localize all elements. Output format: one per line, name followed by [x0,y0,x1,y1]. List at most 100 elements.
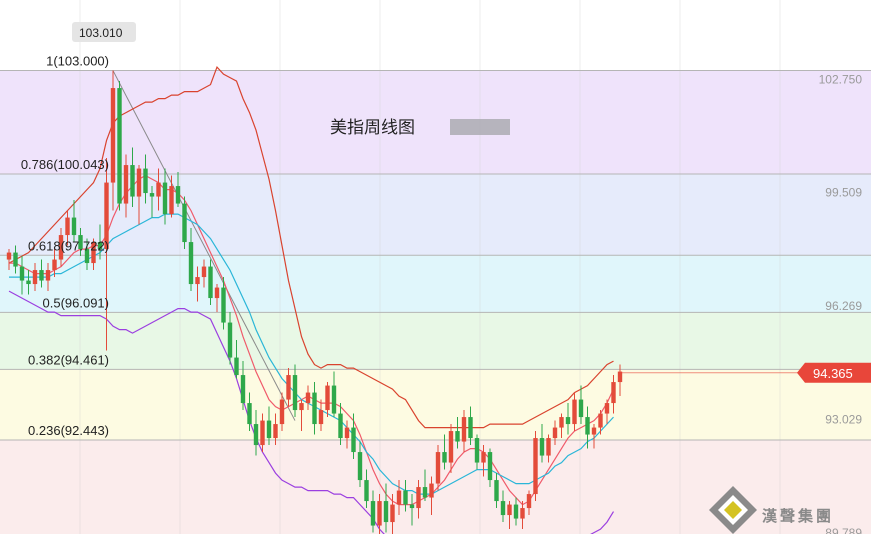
candle [260,413,265,453]
candle-body [312,392,317,425]
candle-body [117,88,122,204]
candle [13,245,18,274]
candle-body [617,371,623,383]
candle [604,399,610,425]
candle-body [390,504,395,523]
candle-body [13,252,18,267]
candle [468,406,473,446]
candle-body [435,452,441,484]
candle [383,483,389,533]
candle [195,266,200,302]
candle [390,494,395,534]
candle-body [234,357,239,376]
candle [611,375,616,414]
candle-body [598,413,603,428]
candle [149,186,155,218]
candle [377,494,382,534]
candle-body [422,487,428,498]
candle-body [182,203,187,243]
candle-body [526,494,532,509]
candle-body [585,417,590,435]
candle [572,392,577,432]
candle [279,392,285,432]
candle-body [442,452,447,463]
candle-body [208,266,213,299]
candle [240,361,246,411]
candle [474,434,480,470]
candle-body [19,266,25,281]
candle-body [201,266,207,278]
candle-body [143,168,148,194]
candle [78,228,83,257]
candle-body [6,252,12,260]
candle [6,249,12,271]
candle-body [325,385,330,411]
candle [318,399,324,432]
candle-body [318,410,324,425]
candle-body [448,431,454,463]
candle [71,200,77,243]
y-tick-label: 89.789 [825,526,862,534]
candle [461,410,467,453]
candle [533,431,538,502]
candle-body [416,487,421,509]
candle-body [91,242,96,264]
candle-body [162,182,168,215]
candle [442,434,447,470]
candle-body [279,399,285,425]
fib-label: 0.786(100.043) [21,157,109,172]
candle-body [409,504,415,509]
candle [546,434,551,463]
candle-body [357,452,363,481]
ma-short-line [9,174,615,506]
candle [429,476,434,516]
candle-body [344,427,350,439]
candle-body [494,480,499,502]
candle [266,406,272,446]
candle-body [604,403,610,414]
y-tick-label: 102.750 [819,72,863,86]
candle-body [32,270,38,285]
candle [539,424,545,463]
boll-upper-line [8,65,614,429]
candle-body [500,501,506,516]
candle [598,410,603,435]
trend-line-group [112,70,296,421]
candle [273,413,278,446]
candle-body [84,249,90,264]
candle [45,263,51,292]
candle [214,284,220,313]
candle [338,403,343,446]
candle [247,392,252,432]
candles [6,70,623,534]
diamond-logo-icon [709,486,757,534]
candle [331,371,337,418]
fib-labels: 1(103.000) 0.786(100.043) 0.618(97.722) 0.5… [21,54,109,438]
candle [559,413,564,439]
candle [188,228,194,292]
candle-body [474,438,480,463]
indicator-lines [8,65,615,534]
candle [65,210,70,246]
candle-body [26,280,31,285]
fib-label: 0.618(97.722) [28,238,109,253]
y-tick-label: 99.509 [825,186,862,200]
candle-body [370,501,376,526]
candle [26,270,31,295]
candle [143,154,148,204]
candle-body [227,322,233,358]
candle-body [149,193,155,197]
candle-body [546,438,551,456]
chart-title: 美指周线图 [330,118,415,137]
candle-body [513,504,519,519]
candle-body [273,424,278,439]
candle [292,364,298,418]
candle-body [123,165,129,204]
candle-body [78,235,83,250]
candle-body [507,504,512,516]
candle-body [260,420,265,446]
candle [91,238,96,271]
candle [110,70,116,211]
candle [299,399,304,432]
candle [416,480,421,519]
